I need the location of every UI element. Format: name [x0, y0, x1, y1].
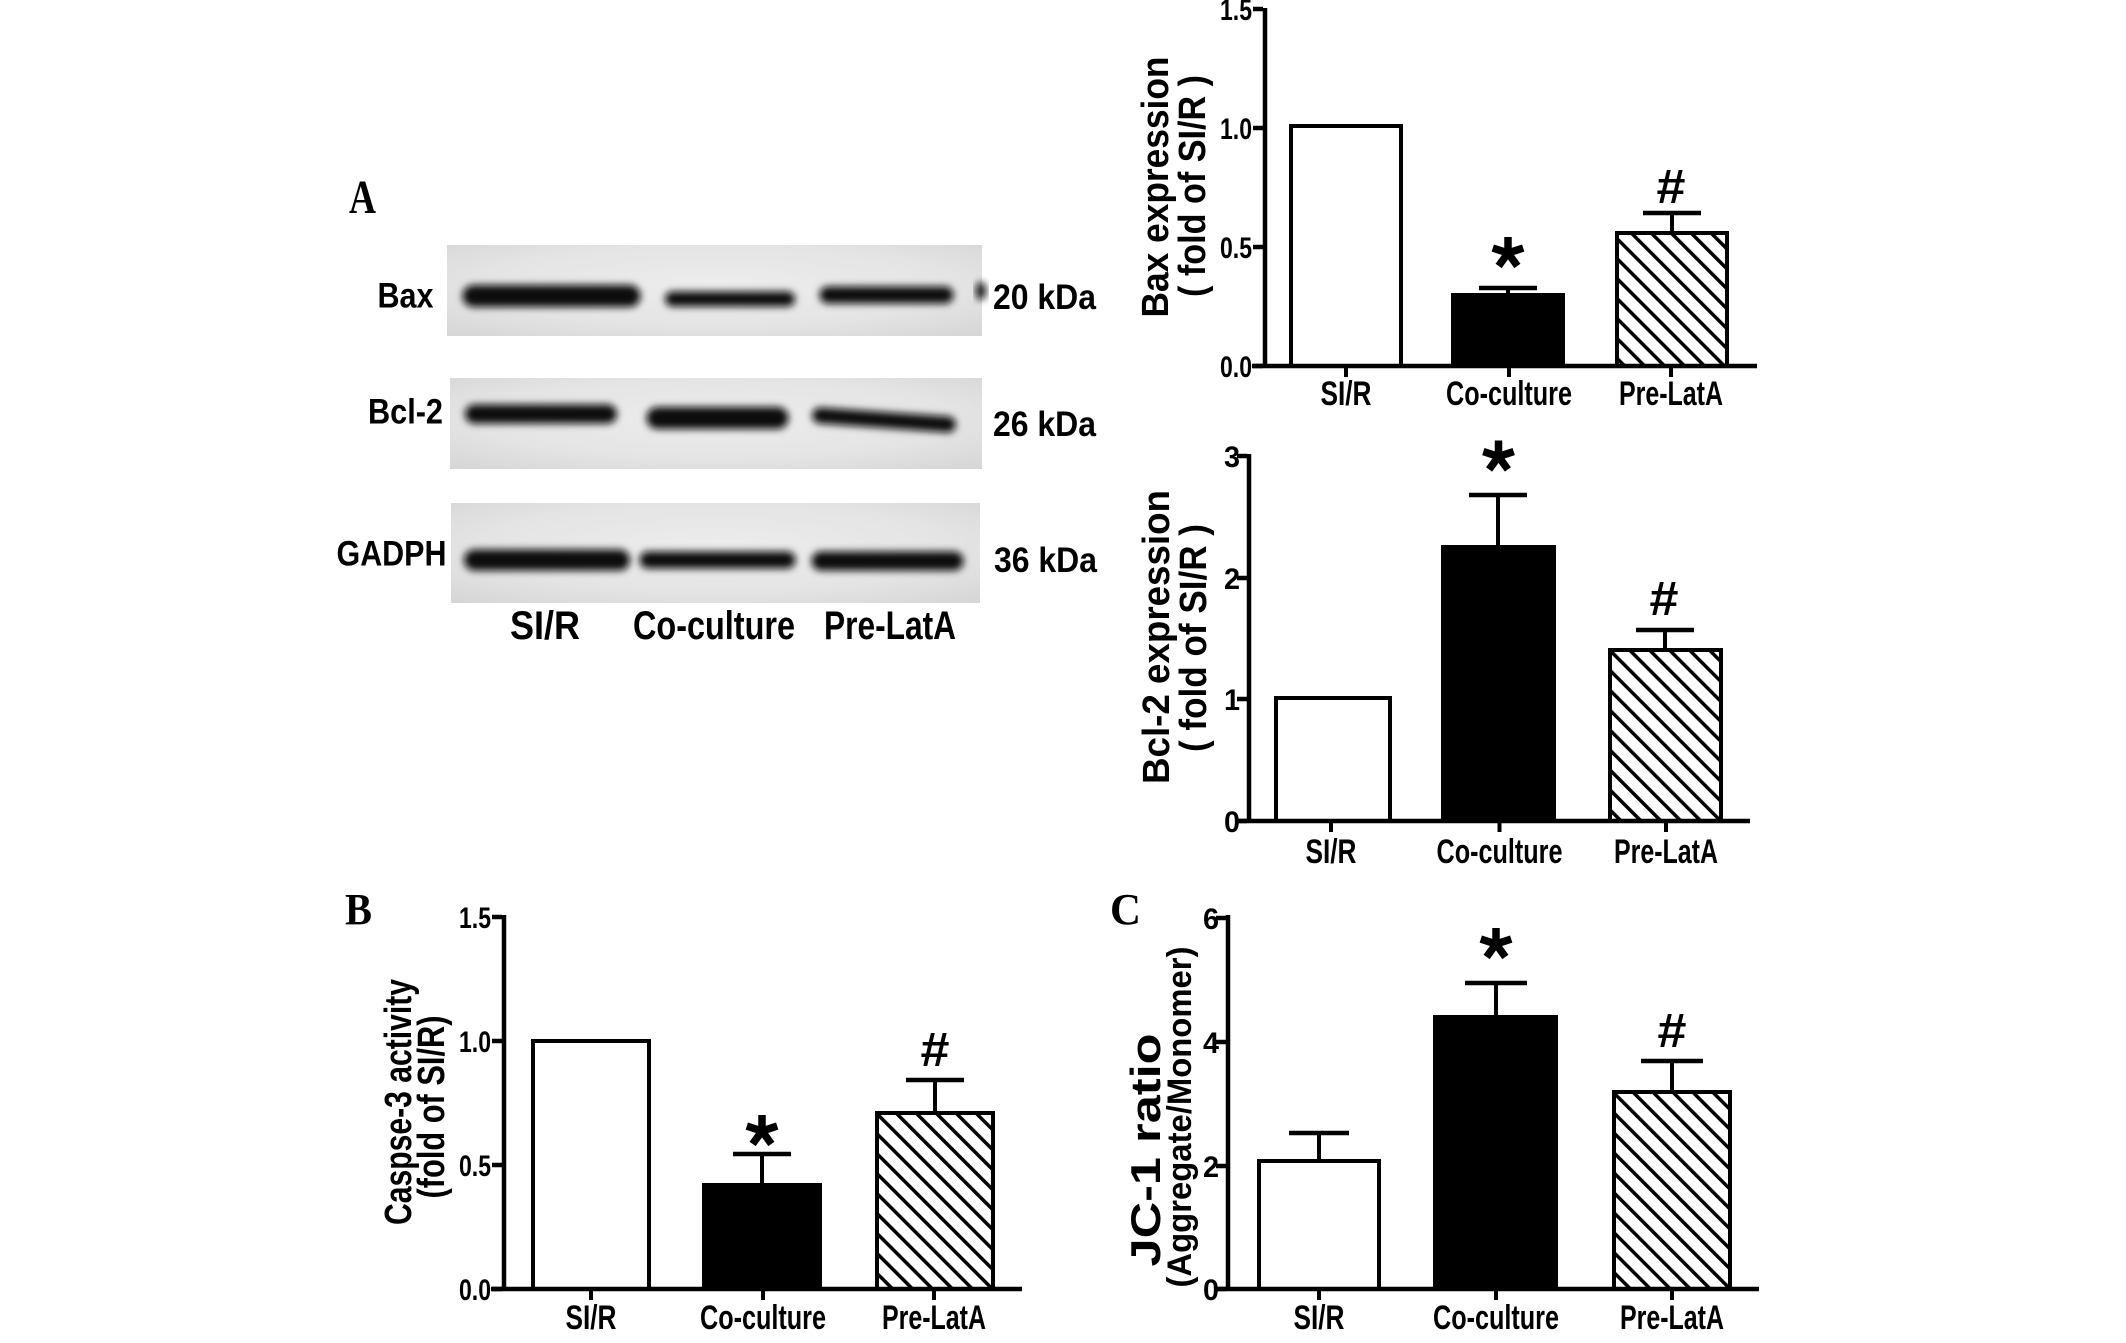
- svg-text:1.0: 1.0: [459, 1026, 491, 1059]
- svg-text:(fold of SI/R): (fold of SI/R): [411, 1016, 453, 1199]
- svg-text:0: 0: [1203, 1274, 1219, 1307]
- svg-text:2: 2: [1203, 1151, 1219, 1184]
- svg-text:Pre-LatA: Pre-LatA: [824, 604, 956, 648]
- svg-text:#: #: [921, 1024, 950, 1077]
- svg-text:0.0: 0.0: [459, 1274, 491, 1307]
- svg-text:2: 2: [1224, 563, 1240, 596]
- svg-text:A: A: [349, 171, 376, 224]
- svg-text:20 kDa: 20 kDa: [993, 278, 1096, 317]
- svg-text:Bcl-2: Bcl-2: [368, 393, 443, 432]
- svg-text:GADPH: GADPH: [337, 535, 447, 574]
- svg-text:SI/R: SI/R: [510, 604, 580, 648]
- svg-text:Co-culture: Co-culture: [700, 1299, 826, 1337]
- svg-text:0.5: 0.5: [459, 1150, 491, 1183]
- svg-text:Co-culture: Co-culture: [633, 604, 795, 648]
- svg-text:Caspse-3 activity: Caspse-3 activity: [378, 979, 420, 1225]
- svg-text:26 kDa: 26 kDa: [993, 405, 1096, 444]
- svg-text:Bcl-2 expression: Bcl-2 expression: [1136, 490, 1178, 784]
- svg-text:Pre-LatA: Pre-LatA: [1619, 375, 1723, 413]
- svg-text:JC-1 ratio: JC-1 ratio: [1122, 1034, 1169, 1267]
- svg-text:Co-culture: Co-culture: [1433, 1299, 1559, 1337]
- svg-text:1.5: 1.5: [459, 902, 491, 935]
- svg-text:#: #: [1657, 161, 1686, 214]
- svg-text:1.0: 1.0: [1220, 113, 1252, 146]
- svg-text:Pre-LatA: Pre-LatA: [1614, 833, 1718, 871]
- svg-text:1: 1: [1224, 684, 1240, 717]
- svg-text:(Aggregate/Monomer): (Aggregate/Monomer): [1161, 947, 1199, 1288]
- svg-text:Pre-LatA: Pre-LatA: [882, 1299, 986, 1337]
- svg-text:#: #: [1650, 573, 1679, 626]
- svg-text:( fold of SI/R ): ( fold of SI/R ): [1172, 75, 1214, 297]
- svg-text:Bax: Bax: [378, 277, 434, 316]
- svg-text:#: #: [1658, 1005, 1687, 1058]
- svg-text:Co-culture: Co-culture: [1446, 375, 1572, 413]
- svg-text:SI/R: SI/R: [1306, 833, 1357, 871]
- svg-text:0: 0: [1224, 806, 1240, 839]
- svg-text:C: C: [1110, 885, 1141, 934]
- svg-text:0.0: 0.0: [1220, 351, 1252, 384]
- svg-text:SI/R: SI/R: [566, 1299, 617, 1337]
- svg-text:0.5: 0.5: [1220, 232, 1252, 265]
- svg-text:1.5: 1.5: [1220, 0, 1252, 27]
- svg-text:( fold of SI/R ): ( fold of SI/R ): [1173, 524, 1215, 752]
- svg-text:SI/R: SI/R: [1294, 1299, 1345, 1337]
- svg-text:4: 4: [1203, 1027, 1219, 1060]
- svg-text:3: 3: [1224, 441, 1240, 474]
- svg-text:SI/R: SI/R: [1321, 375, 1372, 413]
- svg-text:Pre-LatA: Pre-LatA: [1620, 1299, 1724, 1337]
- svg-text:36 kDa: 36 kDa: [994, 541, 1097, 580]
- svg-text:B: B: [345, 885, 372, 934]
- svg-text:6: 6: [1203, 903, 1219, 936]
- svg-text:Bax expression: Bax expression: [1135, 57, 1177, 318]
- svg-text:Co-culture: Co-culture: [1437, 833, 1563, 871]
